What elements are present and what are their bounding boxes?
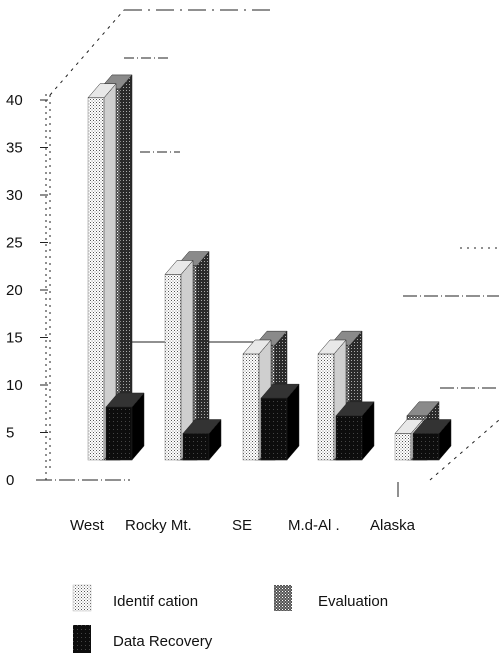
- bar-top-1-2: [182, 419, 222, 434]
- y-tick-label: 40: [6, 92, 23, 109]
- y-tick-label: 25: [6, 235, 23, 252]
- bar-4-0: [394, 433, 412, 461]
- legend-label-evaluation: Evaluation: [318, 593, 388, 610]
- bar-group-3: [317, 330, 375, 461]
- bars: [87, 74, 452, 461]
- bar-group-4: [394, 401, 452, 461]
- bar-group-1: [164, 250, 222, 461]
- legend-label-data-recovery: Data Recovery: [113, 633, 213, 650]
- bar-4-2: [412, 433, 440, 461]
- bar-0-2: [105, 406, 133, 461]
- category-label: SE: [232, 517, 252, 534]
- bar-top-1-0: [164, 260, 194, 275]
- y-tick-label: 15: [6, 330, 23, 347]
- legend-label-identification: Identif cation: [113, 593, 198, 610]
- bar-0-0: [87, 97, 105, 461]
- bar-group-2: [242, 330, 300, 461]
- y-tick-label: 35: [6, 140, 23, 157]
- legend-item-data-recovery: Data Recovery: [73, 625, 213, 653]
- bar-top-0-0: [87, 83, 117, 99]
- legend-swatch-evaluation: [274, 585, 292, 611]
- category-label: West: [70, 517, 105, 534]
- bar-top-4-0: [394, 419, 424, 434]
- bar-top-0-2: [105, 392, 145, 408]
- y-tick-label: 5: [6, 425, 14, 442]
- legend-item-identification: Identif cation: [72, 584, 198, 612]
- category-label: Alaska: [370, 517, 416, 534]
- bar-3-0: [317, 353, 335, 461]
- y-tick-label: 20: [6, 282, 23, 299]
- category-labels: West Rocky Mt. SE M.d-Al . Alaska: [70, 517, 416, 534]
- bar-top-2-0: [242, 339, 272, 355]
- legend: Identif cation Evaluation Data Recovery: [72, 584, 388, 653]
- y-axis-ticks: 0 5 10 15 20 25 30 35 40: [6, 92, 48, 489]
- category-label: Rocky Mt.: [125, 517, 192, 534]
- y-axis: 0 5 10 15 20 25 30 35 40: [6, 90, 48, 489]
- legend-swatch-data-recovery: [73, 625, 91, 653]
- back-wall-diagonal: [49, 9, 125, 96]
- y-tick-label: 30: [6, 187, 23, 204]
- bar-top-2-2: [260, 383, 300, 399]
- bar-top-4-2: [412, 419, 452, 434]
- bar-1-0: [164, 274, 182, 461]
- bar-2-0: [242, 353, 260, 461]
- legend-swatch-identification: [72, 584, 92, 612]
- bar-2-2: [260, 397, 288, 461]
- bar-top-3-0: [317, 339, 347, 355]
- bar-top-3-2: [335, 401, 375, 417]
- y-tick-label: 10: [6, 377, 23, 394]
- chart-frame: [36, 9, 499, 497]
- bar-top-4-1: [406, 401, 440, 417]
- bar-3-2: [335, 415, 363, 461]
- bar-group-0: [87, 74, 145, 461]
- bar-1-2: [182, 433, 210, 461]
- legend-item-evaluation: Evaluation: [274, 585, 388, 611]
- category-label: M.d-Al .: [288, 517, 340, 534]
- y-tick-label: 0: [6, 472, 14, 489]
